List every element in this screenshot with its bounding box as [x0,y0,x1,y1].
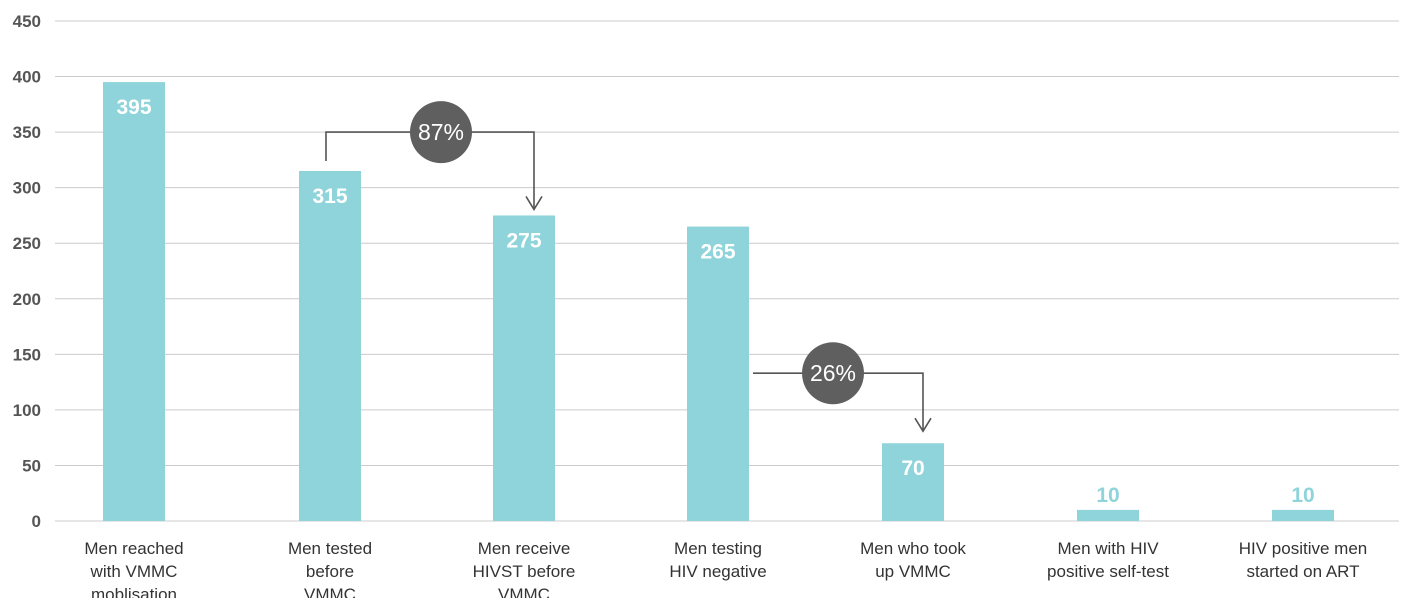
x-category-label: Men tested before VMMC [288,539,372,598]
bar-value-label: 395 [116,96,151,119]
callout-arrowhead [525,196,543,211]
y-tick-label: 100 [13,401,41,420]
x-category-label: Men testing HIV negative [669,539,766,581]
x-category-label: Men with HIV positive self-test [1047,539,1169,581]
callout-badge [410,101,472,164]
bar [1077,509,1139,521]
bar [882,443,944,521]
x-axis-category-labels: Men reached with VMMC moblisation Men teste… [84,539,1367,598]
y-tick-label: 50 [22,456,41,475]
x-category-label: Men who took up VMMC [860,539,966,581]
y-tick-label: 350 [13,123,41,142]
bar-value-label: 10 [1096,484,1119,507]
x-category-label: HIV positive men started on ART [1239,539,1368,581]
bar-value-label: 265 [700,241,735,264]
callout-percent-label: 26% [810,360,856,386]
bar [103,82,165,521]
x-category-label: Men receive HIVST before VMMC [473,539,576,598]
y-axis-ticks: 0 50 100 150 200 250 300 350 400 450 [13,12,41,531]
bar [299,171,361,521]
bars: 395 315 275 265 70 10 10 [103,82,1334,522]
callout-arrowhead [914,417,932,433]
y-tick-label: 450 [13,12,41,31]
y-tick-label: 150 [13,345,41,364]
callout-percent-label: 87% [418,119,464,145]
bar [687,226,749,522]
x-category-label: Men reached with VMMC moblisation [84,539,183,598]
y-tick-label: 250 [13,234,41,253]
bar-value-label: 315 [312,185,347,208]
y-tick-label: 0 [32,512,41,531]
bar-value-label: 70 [901,457,924,480]
y-tick-label: 400 [13,68,41,87]
y-tick-label: 200 [13,290,41,309]
bar [1272,509,1334,521]
bar-value-label: 10 [1291,484,1314,507]
conversion-callouts: 87% 26% [325,101,932,433]
bar-value-label: 275 [506,229,541,252]
bar [493,215,555,521]
callout-badge [802,342,864,405]
y-tick-label: 300 [13,179,41,198]
